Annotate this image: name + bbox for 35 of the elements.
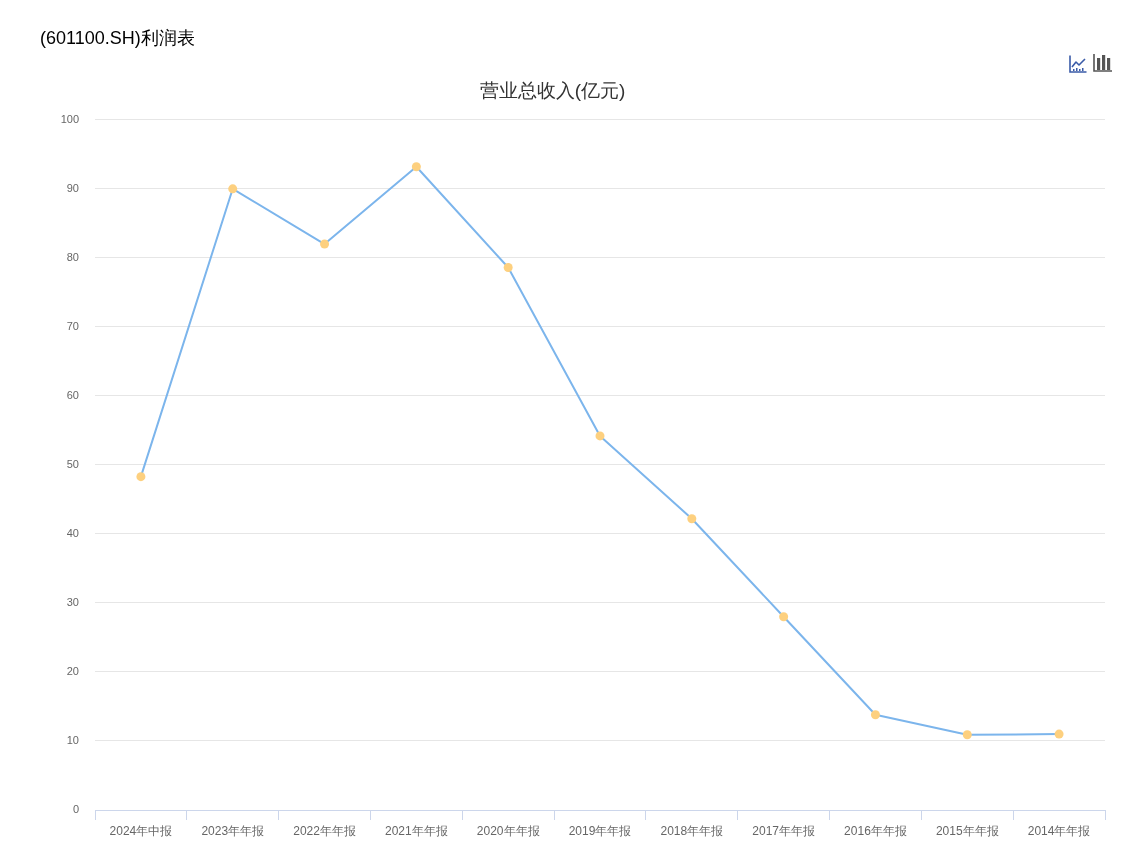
x-tick-label: 2023年年报 — [201, 823, 265, 838]
x-tick-label: 2018年年报 — [660, 823, 724, 838]
point — [779, 612, 789, 622]
y-tick-label: 20 — [66, 664, 79, 677]
x-tick-label: 2022年年报 — [293, 823, 356, 838]
chart-subtitle: 营业总收入(亿元) — [479, 79, 626, 101]
y-tick-label: 50 — [66, 457, 79, 470]
chart-title: (601100.SH)利润表 — [40, 27, 195, 49]
point — [870, 710, 880, 720]
point — [228, 184, 238, 194]
y-tick-label: 60 — [66, 388, 79, 401]
point — [320, 239, 330, 249]
x-tick-label: 2020年年报 — [476, 823, 540, 838]
y-tick-label: 40 — [66, 526, 79, 539]
x-tick-label: 2014年年报 — [1027, 823, 1091, 838]
y-tick-label: 10 — [66, 734, 79, 747]
point — [962, 730, 972, 740]
point — [1054, 729, 1064, 739]
point — [595, 431, 605, 441]
x-tick-label: 2021年年报 — [385, 823, 448, 838]
x-tick-label: 2019年年报 — [568, 823, 632, 838]
y-tick-label: 0 — [72, 803, 79, 816]
x-tick-label: 2024年中报 — [109, 823, 173, 838]
x-tick-label: 2017年年报 — [752, 823, 815, 838]
y-tick-label: 90 — [66, 181, 79, 194]
x-tick-label: 2015年年报 — [935, 823, 999, 838]
point — [503, 263, 513, 272]
y-tick-label: 30 — [66, 595, 79, 608]
y-tick-label: 80 — [66, 250, 79, 263]
y-tick-label: 70 — [66, 319, 79, 332]
point — [136, 472, 146, 482]
x-tick-label: 2016年年报 — [844, 823, 907, 838]
point — [411, 162, 421, 172]
point — [687, 514, 697, 524]
y-tick-label: 100 — [60, 112, 79, 125]
